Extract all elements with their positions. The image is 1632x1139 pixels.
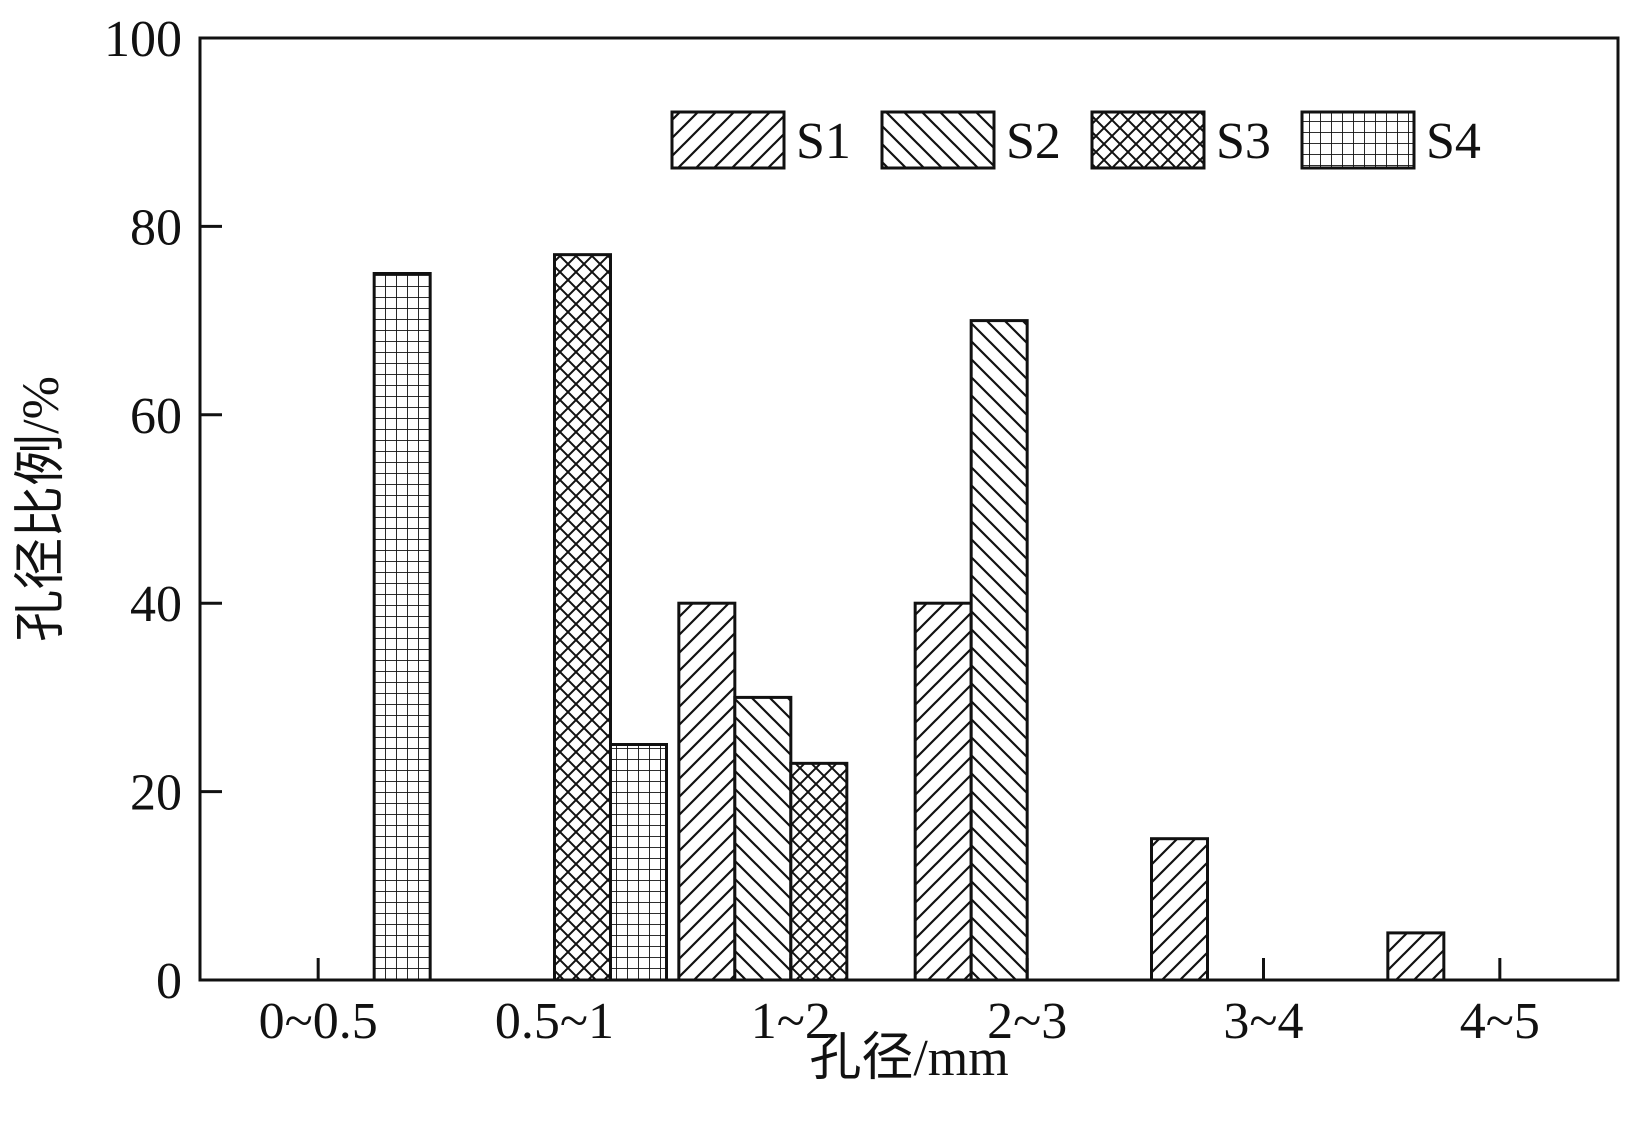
y-tick-label: 20 <box>130 765 182 822</box>
x-axis-title: 孔径/mm <box>809 1030 1008 1087</box>
x-tick-label: 2~3 <box>987 993 1067 1050</box>
bars-group <box>372 253 1446 982</box>
legend-swatch-s1 <box>670 110 786 170</box>
y-tick-label: 60 <box>130 388 182 445</box>
legend-swatch-s4 <box>1300 110 1416 170</box>
y-tick-label: 0 <box>156 953 182 1010</box>
legend-label-s3: S3 <box>1216 113 1271 170</box>
legend-label-s2: S2 <box>1006 113 1061 170</box>
x-tick-label: 0~0.5 <box>259 993 378 1050</box>
bar-s2-2 <box>733 695 793 982</box>
bar-s1-2 <box>677 601 737 982</box>
legend-swatch-s2 <box>880 110 996 170</box>
y-ticks: 0 20 40 60 80 100 <box>104 11 222 1010</box>
bar-s3-1 <box>553 253 612 982</box>
bar-s3-2 <box>789 761 849 982</box>
x-ticks: 0~0.5 0.5~1 1~2 2~3 3~4 4~5 <box>259 958 1540 1050</box>
x-tick-label: 3~4 <box>1223 993 1303 1050</box>
bar-s4-1 <box>609 743 668 982</box>
y-axis-title: 孔径比例/% <box>13 376 70 642</box>
legend-swatch-s3 <box>1090 110 1206 170</box>
plot-frame <box>198 36 1620 982</box>
y-tick-label: 80 <box>130 199 182 256</box>
x-tick-label: 4~5 <box>1460 993 1540 1050</box>
legend-label-s4: S4 <box>1426 113 1481 170</box>
bar-s2-3 <box>969 319 1029 982</box>
bar-s4-0 <box>372 272 432 982</box>
x-tick-label: 1~2 <box>751 993 831 1050</box>
y-tick-label: 40 <box>130 576 182 633</box>
legend-label-s1: S1 <box>796 113 851 170</box>
bar-s1-4 <box>1150 837 1209 982</box>
bar-s1-5 <box>1386 931 1446 982</box>
bar-s1-3 <box>913 601 973 982</box>
y-tick-label: 100 <box>104 11 182 68</box>
legend: S1 S2 S3 S4 <box>670 110 1481 170</box>
x-tick-label: 0.5~1 <box>495 993 614 1050</box>
